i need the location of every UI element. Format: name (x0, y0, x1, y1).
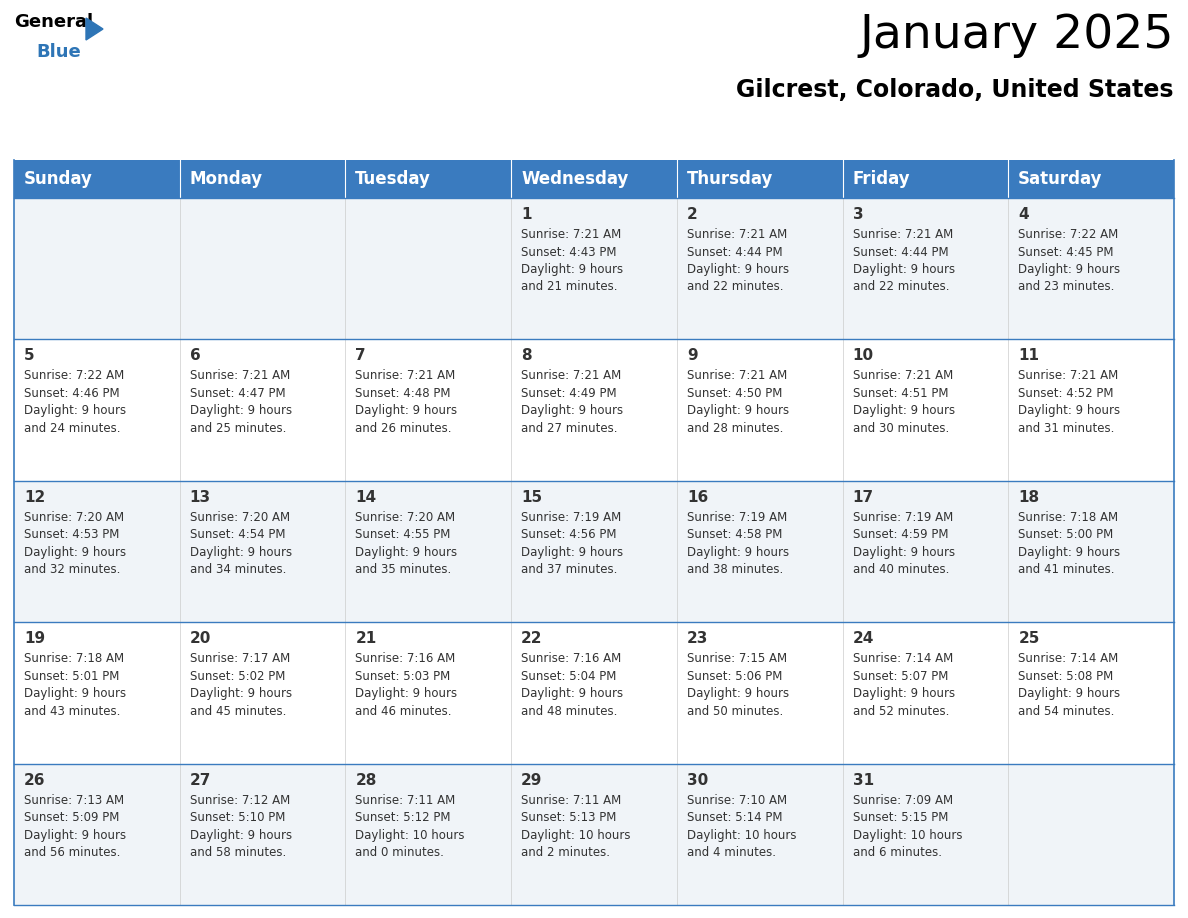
Text: Sunrise: 7:21 AM
Sunset: 4:50 PM
Daylight: 9 hours
and 28 minutes.: Sunrise: 7:21 AM Sunset: 4:50 PM Dayligh… (687, 369, 789, 435)
Text: January 2025: January 2025 (859, 13, 1174, 58)
Text: 12: 12 (24, 490, 45, 505)
Text: Gilcrest, Colorado, United States: Gilcrest, Colorado, United States (737, 78, 1174, 102)
Text: Sunrise: 7:17 AM
Sunset: 5:02 PM
Daylight: 9 hours
and 45 minutes.: Sunrise: 7:17 AM Sunset: 5:02 PM Dayligh… (190, 652, 292, 718)
Text: 13: 13 (190, 490, 210, 505)
Text: 7: 7 (355, 349, 366, 364)
Text: Sunrise: 7:10 AM
Sunset: 5:14 PM
Daylight: 10 hours
and 4 minutes.: Sunrise: 7:10 AM Sunset: 5:14 PM Dayligh… (687, 793, 796, 859)
Text: Sunrise: 7:20 AM
Sunset: 4:53 PM
Daylight: 9 hours
and 32 minutes.: Sunrise: 7:20 AM Sunset: 4:53 PM Dayligh… (24, 510, 126, 577)
Text: 14: 14 (355, 490, 377, 505)
Text: Saturday: Saturday (1018, 170, 1102, 188)
Text: Sunrise: 7:14 AM
Sunset: 5:07 PM
Daylight: 9 hours
and 52 minutes.: Sunrise: 7:14 AM Sunset: 5:07 PM Dayligh… (853, 652, 955, 718)
Bar (1009, 160, 1174, 198)
Text: Monday: Monday (190, 170, 263, 188)
Text: 18: 18 (1018, 490, 1040, 505)
Text: 3: 3 (853, 207, 864, 222)
Text: Sunrise: 7:13 AM
Sunset: 5:09 PM
Daylight: 9 hours
and 56 minutes.: Sunrise: 7:13 AM Sunset: 5:09 PM Dayligh… (24, 793, 126, 859)
Text: Sunrise: 7:21 AM
Sunset: 4:49 PM
Daylight: 9 hours
and 27 minutes.: Sunrise: 7:21 AM Sunset: 4:49 PM Dayligh… (522, 369, 624, 435)
Text: Tuesday: Tuesday (355, 170, 431, 188)
Text: Wednesday: Wednesday (522, 170, 628, 188)
Bar (14, 764, 1174, 905)
Text: Sunrise: 7:21 AM
Sunset: 4:52 PM
Daylight: 9 hours
and 31 minutes.: Sunrise: 7:21 AM Sunset: 4:52 PM Dayligh… (1018, 369, 1120, 435)
Text: 8: 8 (522, 349, 532, 364)
Bar (14, 622, 1174, 764)
Text: Sunrise: 7:14 AM
Sunset: 5:08 PM
Daylight: 9 hours
and 54 minutes.: Sunrise: 7:14 AM Sunset: 5:08 PM Dayligh… (1018, 652, 1120, 718)
Text: Blue: Blue (36, 43, 81, 61)
Bar (677, 160, 842, 198)
Text: 26: 26 (24, 773, 45, 788)
Bar (14, 198, 1174, 340)
Text: General: General (14, 13, 93, 31)
Bar (511, 160, 677, 198)
Text: Sunrise: 7:21 AM
Sunset: 4:43 PM
Daylight: 9 hours
and 21 minutes.: Sunrise: 7:21 AM Sunset: 4:43 PM Dayligh… (522, 228, 624, 294)
Text: 22: 22 (522, 632, 543, 646)
Bar (14, 340, 1174, 481)
Text: 27: 27 (190, 773, 211, 788)
Text: Sunrise: 7:19 AM
Sunset: 4:59 PM
Daylight: 9 hours
and 40 minutes.: Sunrise: 7:19 AM Sunset: 4:59 PM Dayligh… (853, 510, 955, 577)
Bar (842, 160, 1009, 198)
Text: 9: 9 (687, 349, 697, 364)
Text: Sunrise: 7:12 AM
Sunset: 5:10 PM
Daylight: 9 hours
and 58 minutes.: Sunrise: 7:12 AM Sunset: 5:10 PM Dayligh… (190, 793, 292, 859)
Text: Sunrise: 7:19 AM
Sunset: 4:56 PM
Daylight: 9 hours
and 37 minutes.: Sunrise: 7:19 AM Sunset: 4:56 PM Dayligh… (522, 510, 624, 577)
Text: Sunrise: 7:22 AM
Sunset: 4:46 PM
Daylight: 9 hours
and 24 minutes.: Sunrise: 7:22 AM Sunset: 4:46 PM Dayligh… (24, 369, 126, 435)
Text: 6: 6 (190, 349, 201, 364)
Text: Sunday: Sunday (24, 170, 93, 188)
Polygon shape (86, 18, 103, 40)
Text: 30: 30 (687, 773, 708, 788)
Text: 10: 10 (853, 349, 873, 364)
Text: 25: 25 (1018, 632, 1040, 646)
Text: Sunrise: 7:18 AM
Sunset: 5:00 PM
Daylight: 9 hours
and 41 minutes.: Sunrise: 7:18 AM Sunset: 5:00 PM Dayligh… (1018, 510, 1120, 577)
Text: Sunrise: 7:21 AM
Sunset: 4:44 PM
Daylight: 9 hours
and 22 minutes.: Sunrise: 7:21 AM Sunset: 4:44 PM Dayligh… (853, 228, 955, 294)
Text: 21: 21 (355, 632, 377, 646)
Text: 17: 17 (853, 490, 873, 505)
Text: Friday: Friday (853, 170, 910, 188)
Text: Sunrise: 7:15 AM
Sunset: 5:06 PM
Daylight: 9 hours
and 50 minutes.: Sunrise: 7:15 AM Sunset: 5:06 PM Dayligh… (687, 652, 789, 718)
Text: 1: 1 (522, 207, 532, 222)
Text: 16: 16 (687, 490, 708, 505)
Text: 15: 15 (522, 490, 542, 505)
Text: 23: 23 (687, 632, 708, 646)
Text: 28: 28 (355, 773, 377, 788)
Bar (14, 160, 179, 198)
Text: 4: 4 (1018, 207, 1029, 222)
Text: Sunrise: 7:22 AM
Sunset: 4:45 PM
Daylight: 9 hours
and 23 minutes.: Sunrise: 7:22 AM Sunset: 4:45 PM Dayligh… (1018, 228, 1120, 294)
Text: Sunrise: 7:16 AM
Sunset: 5:03 PM
Daylight: 9 hours
and 46 minutes.: Sunrise: 7:16 AM Sunset: 5:03 PM Dayligh… (355, 652, 457, 718)
Text: Sunrise: 7:20 AM
Sunset: 4:54 PM
Daylight: 9 hours
and 34 minutes.: Sunrise: 7:20 AM Sunset: 4:54 PM Dayligh… (190, 510, 292, 577)
Text: Sunrise: 7:16 AM
Sunset: 5:04 PM
Daylight: 9 hours
and 48 minutes.: Sunrise: 7:16 AM Sunset: 5:04 PM Dayligh… (522, 652, 624, 718)
Text: 19: 19 (24, 632, 45, 646)
Text: Sunrise: 7:21 AM
Sunset: 4:51 PM
Daylight: 9 hours
and 30 minutes.: Sunrise: 7:21 AM Sunset: 4:51 PM Dayligh… (853, 369, 955, 435)
Text: 20: 20 (190, 632, 211, 646)
Text: Sunrise: 7:21 AM
Sunset: 4:48 PM
Daylight: 9 hours
and 26 minutes.: Sunrise: 7:21 AM Sunset: 4:48 PM Dayligh… (355, 369, 457, 435)
Text: 11: 11 (1018, 349, 1040, 364)
Text: Sunrise: 7:11 AM
Sunset: 5:12 PM
Daylight: 10 hours
and 0 minutes.: Sunrise: 7:11 AM Sunset: 5:12 PM Dayligh… (355, 793, 465, 859)
Text: Thursday: Thursday (687, 170, 773, 188)
Text: Sunrise: 7:09 AM
Sunset: 5:15 PM
Daylight: 10 hours
and 6 minutes.: Sunrise: 7:09 AM Sunset: 5:15 PM Dayligh… (853, 793, 962, 859)
Bar (14, 481, 1174, 622)
Text: Sunrise: 7:21 AM
Sunset: 4:44 PM
Daylight: 9 hours
and 22 minutes.: Sunrise: 7:21 AM Sunset: 4:44 PM Dayligh… (687, 228, 789, 294)
Text: 5: 5 (24, 349, 34, 364)
Text: Sunrise: 7:20 AM
Sunset: 4:55 PM
Daylight: 9 hours
and 35 minutes.: Sunrise: 7:20 AM Sunset: 4:55 PM Dayligh… (355, 510, 457, 577)
Bar (346, 160, 511, 198)
Text: Sunrise: 7:19 AM
Sunset: 4:58 PM
Daylight: 9 hours
and 38 minutes.: Sunrise: 7:19 AM Sunset: 4:58 PM Dayligh… (687, 510, 789, 577)
Text: Sunrise: 7:21 AM
Sunset: 4:47 PM
Daylight: 9 hours
and 25 minutes.: Sunrise: 7:21 AM Sunset: 4:47 PM Dayligh… (190, 369, 292, 435)
Text: 29: 29 (522, 773, 543, 788)
Text: Sunrise: 7:11 AM
Sunset: 5:13 PM
Daylight: 10 hours
and 2 minutes.: Sunrise: 7:11 AM Sunset: 5:13 PM Dayligh… (522, 793, 631, 859)
Text: 2: 2 (687, 207, 697, 222)
Text: 31: 31 (853, 773, 873, 788)
Text: 24: 24 (853, 632, 874, 646)
Bar (179, 160, 346, 198)
Text: Sunrise: 7:18 AM
Sunset: 5:01 PM
Daylight: 9 hours
and 43 minutes.: Sunrise: 7:18 AM Sunset: 5:01 PM Dayligh… (24, 652, 126, 718)
